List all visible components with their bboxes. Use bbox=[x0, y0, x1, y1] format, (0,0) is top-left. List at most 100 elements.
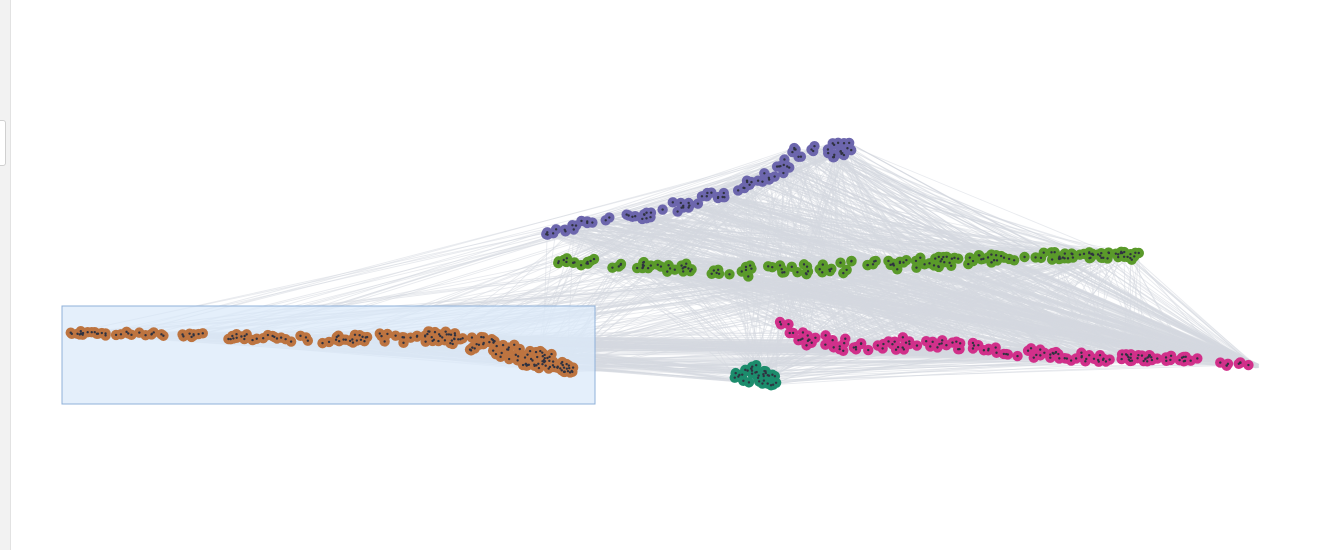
node-center-dot bbox=[514, 353, 517, 357]
node-center-dot bbox=[744, 265, 748, 269]
node-center-dot bbox=[1169, 354, 1173, 357]
node-center-dot bbox=[972, 344, 976, 347]
node-center-dot bbox=[334, 338, 338, 341]
node-center-dot bbox=[1088, 251, 1091, 254]
node-center-dot bbox=[1002, 352, 1006, 356]
node-center-dot bbox=[721, 195, 724, 199]
node-center-dot bbox=[807, 338, 810, 341]
node-center-dot bbox=[821, 263, 824, 266]
node-center-dot bbox=[716, 195, 720, 199]
node-center-dot bbox=[680, 206, 683, 209]
node-center-dot bbox=[1074, 357, 1078, 360]
cluster-orange[interactable] bbox=[65, 325, 579, 378]
node-center-dot bbox=[766, 374, 770, 377]
node-center-dot bbox=[791, 150, 794, 154]
node-center-dot bbox=[255, 337, 258, 340]
node-center-dot bbox=[201, 332, 204, 335]
node-center-dot bbox=[876, 344, 879, 347]
edge bbox=[105, 150, 814, 336]
node-center-dot bbox=[243, 334, 246, 338]
edge bbox=[806, 266, 1252, 364]
node-center-dot bbox=[783, 271, 786, 274]
cluster-teal[interactable] bbox=[729, 359, 782, 391]
node-center-dot bbox=[1148, 354, 1152, 357]
node-center-dot bbox=[1189, 359, 1192, 362]
node-center-dot bbox=[571, 366, 575, 369]
node-center-dot bbox=[433, 330, 437, 334]
node-center-dot bbox=[1129, 256, 1132, 260]
node-center-dot bbox=[666, 270, 669, 273]
node-center-dot bbox=[854, 345, 858, 349]
node-center-dot bbox=[680, 264, 683, 267]
node-center-dot bbox=[712, 269, 716, 272]
node-center-dot bbox=[806, 334, 809, 337]
node-center-dot bbox=[744, 268, 748, 272]
node-center-dot bbox=[923, 263, 926, 266]
node-center-dot bbox=[728, 273, 731, 276]
node-center-dot bbox=[771, 383, 775, 386]
node-center-dot bbox=[546, 231, 549, 234]
network-graph[interactable] bbox=[11, 0, 1327, 550]
node-center-dot bbox=[625, 213, 628, 216]
node-center-dot bbox=[461, 337, 464, 340]
node-center-dot bbox=[633, 215, 637, 218]
edge bbox=[1099, 255, 1252, 364]
node-center-dot bbox=[335, 335, 338, 339]
node-center-dot bbox=[971, 259, 975, 263]
node-center-dot bbox=[1053, 251, 1056, 254]
node-center-dot bbox=[79, 329, 82, 333]
node-center-dot bbox=[874, 259, 877, 263]
cluster-green[interactable] bbox=[553, 246, 1144, 282]
node-center-dot bbox=[1063, 257, 1066, 260]
node-center-dot bbox=[915, 344, 919, 347]
node-center-dot bbox=[430, 335, 433, 339]
node-center-dot bbox=[541, 360, 544, 363]
node-center-dot bbox=[1085, 357, 1088, 361]
node-center-dot bbox=[378, 332, 381, 335]
node-center-dot bbox=[896, 345, 900, 349]
graph-canvas[interactable] bbox=[11, 0, 1327, 550]
node-center-dot bbox=[437, 333, 441, 336]
node-center-dot bbox=[1080, 354, 1083, 358]
node-center-dot bbox=[235, 336, 238, 339]
node-center-dot bbox=[355, 339, 359, 342]
node-center-dot bbox=[953, 256, 956, 260]
node-center-dot bbox=[289, 340, 293, 343]
node-center-dot bbox=[528, 349, 532, 353]
node-center-dot bbox=[958, 347, 961, 351]
node-center-dot bbox=[761, 382, 764, 385]
node-center-dot bbox=[1180, 356, 1184, 359]
node-center-dot bbox=[531, 359, 534, 362]
node-center-dot bbox=[586, 221, 589, 225]
node-center-dot bbox=[1063, 252, 1067, 255]
node-center-dot bbox=[1065, 357, 1069, 360]
node-center-dot bbox=[839, 261, 842, 264]
node-center-dot bbox=[797, 338, 800, 342]
node-center-dot bbox=[513, 343, 516, 346]
node-center-dot bbox=[1130, 258, 1133, 261]
node-center-dot bbox=[1066, 257, 1070, 260]
node-center-dot bbox=[1100, 256, 1103, 260]
node-center-dot bbox=[580, 219, 583, 223]
node-center-dot bbox=[755, 363, 758, 367]
node-center-dot bbox=[351, 341, 355, 344]
node-center-dot bbox=[642, 261, 645, 264]
node-center-dot bbox=[871, 263, 875, 266]
edge bbox=[791, 266, 1255, 368]
cluster-magenta[interactable] bbox=[774, 316, 1254, 371]
node-center-dot bbox=[444, 330, 447, 333]
node-center-dot bbox=[734, 371, 737, 375]
node-center-dot bbox=[887, 259, 890, 263]
node-center-dot bbox=[499, 355, 502, 359]
panel-toggle-handle[interactable] bbox=[0, 120, 6, 166]
nodes-layer bbox=[65, 137, 1254, 391]
node-center-dot bbox=[449, 342, 452, 345]
cluster-purple[interactable] bbox=[541, 137, 857, 240]
node-center-dot bbox=[516, 355, 520, 358]
node-center-dot bbox=[750, 372, 754, 375]
node-center-dot bbox=[836, 141, 840, 145]
node-center-dot bbox=[617, 265, 620, 268]
node-center-dot bbox=[914, 259, 918, 263]
node-center-dot bbox=[797, 155, 800, 159]
node-center-dot bbox=[119, 333, 123, 336]
